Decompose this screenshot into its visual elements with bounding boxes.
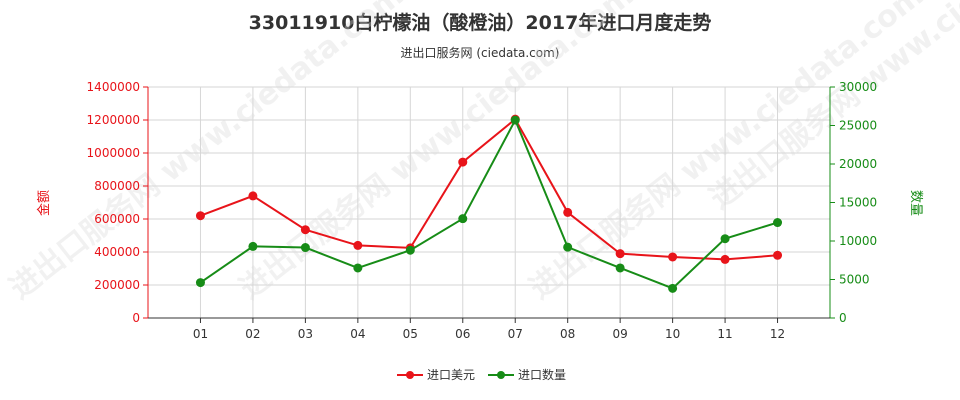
x-tick-label: 04 xyxy=(350,327,365,341)
y-left-tick-label: 0 xyxy=(132,311,140,325)
x-tick-label: 03 xyxy=(298,327,313,341)
axes: 0200000400000600000800000100000012000001… xyxy=(87,80,878,341)
data-point-series-1 xyxy=(353,240,363,250)
data-point-series-2 xyxy=(773,218,783,228)
y-right-tick-label: 30000 xyxy=(839,80,877,94)
y-right-tick-label: 25000 xyxy=(839,119,877,133)
data-point-series-1 xyxy=(300,225,310,235)
x-tick-label: 08 xyxy=(560,327,575,341)
data-point-series-2 xyxy=(405,245,415,255)
y-left-tick-label: 400000 xyxy=(94,245,140,259)
grid-lines xyxy=(148,86,830,319)
data-point-series-2 xyxy=(615,263,625,273)
series-layer xyxy=(195,114,783,293)
x-tick-label: 05 xyxy=(403,327,418,341)
x-tick-label: 07 xyxy=(508,327,523,341)
y-axis-left-label: 金额 xyxy=(36,190,52,216)
y-right-tick-label: 5000 xyxy=(839,273,870,287)
x-tick-label: 02 xyxy=(245,327,260,341)
y-right-tick-label: 10000 xyxy=(839,234,877,248)
x-tick-label: 10 xyxy=(665,327,680,341)
data-point-series-2 xyxy=(248,241,258,251)
legend-label-series-1: 进口美元 xyxy=(427,368,475,382)
chart-subtitle: 进出口服务网 (ciedata.com) xyxy=(400,46,560,60)
data-point-series-2 xyxy=(458,214,468,224)
legend-label-series-2: 进口数量 xyxy=(518,367,566,382)
y-left-tick-label: 1000000 xyxy=(87,146,140,160)
y-right-tick-label: 0 xyxy=(839,311,847,325)
y-left-tick-label: 1400000 xyxy=(87,80,140,94)
x-tick-label: 12 xyxy=(770,327,785,341)
data-point-series-1 xyxy=(458,157,468,167)
data-point-series-2 xyxy=(668,283,678,293)
data-point-series-2 xyxy=(353,263,363,273)
data-point-series-2 xyxy=(563,242,573,252)
y-left-tick-label: 1200000 xyxy=(87,113,140,127)
series-line-2 xyxy=(199,117,778,290)
legend: 进口美元 进口数量 xyxy=(397,367,566,382)
data-point-series-1 xyxy=(563,207,573,217)
y-left-tick-label: 800000 xyxy=(94,179,140,193)
series-line-1 xyxy=(200,117,778,261)
y-left-tick-label: 200000 xyxy=(94,278,140,292)
data-point-series-2 xyxy=(300,243,310,253)
data-point-series-1 xyxy=(195,211,205,221)
y-right-tick-label: 15000 xyxy=(839,196,877,210)
x-tick-label: 11 xyxy=(717,327,732,341)
data-point-series-1 xyxy=(720,254,730,264)
legend-marker-series-1 xyxy=(406,371,414,379)
data-point-series-2 xyxy=(510,115,520,125)
x-tick-label: 06 xyxy=(455,327,470,341)
data-point-series-1 xyxy=(668,252,678,262)
y-right-tick-label: 20000 xyxy=(839,157,877,171)
data-point-series-2 xyxy=(720,234,730,244)
y-axis-right-label: 数量 xyxy=(908,190,923,216)
legend-marker-series-2 xyxy=(497,371,505,379)
data-point-series-1 xyxy=(248,191,258,201)
y-left-tick-label: 600000 xyxy=(94,212,140,226)
data-point-series-1 xyxy=(615,249,625,259)
x-tick-label: 09 xyxy=(613,327,628,341)
data-point-series-2 xyxy=(195,278,205,288)
chart-title: 33011910白柠檬油（酸橙油）2017年进口月度走势 xyxy=(248,12,712,34)
data-point-series-1 xyxy=(773,250,783,260)
x-tick-label: 01 xyxy=(193,327,208,341)
